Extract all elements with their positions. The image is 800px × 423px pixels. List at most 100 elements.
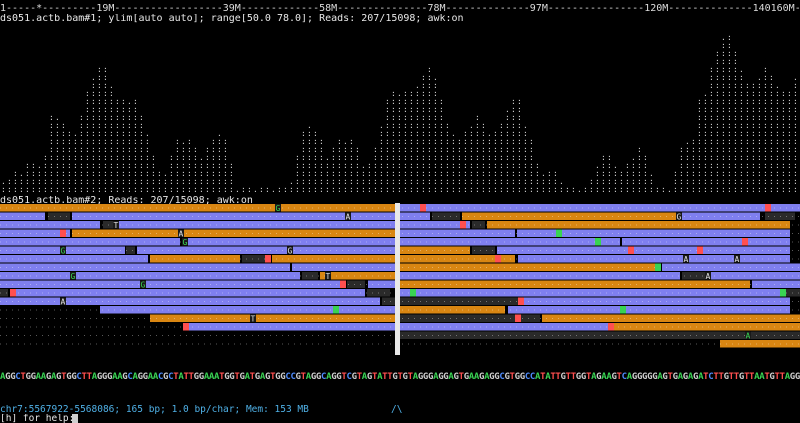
svg-text::: :: [769, 161, 774, 170]
svg-text::: :: [529, 169, 534, 178]
svg-text::: :: [739, 145, 744, 154]
svg-text::: :: [427, 185, 432, 194]
svg-text::: :: [469, 177, 474, 186]
svg-text::: :: [451, 153, 456, 162]
svg-text::: :: [181, 153, 186, 162]
svg-text::: :: [301, 169, 306, 178]
svg-text::: :: [433, 161, 438, 170]
svg-text::: :: [739, 81, 744, 90]
read-segment: [707, 272, 800, 280]
svg-text::: :: [505, 121, 510, 130]
text-cursor[interactable]: [72, 414, 78, 423]
svg-text::: :: [205, 177, 210, 186]
reference-base: A: [35, 372, 42, 382]
svg-text::: :: [445, 145, 450, 154]
svg-text::: :: [457, 169, 462, 178]
read-segment: [472, 221, 485, 229]
svg-text::: :: [469, 137, 474, 146]
read-segment: [150, 255, 240, 263]
svg-text::: :: [301, 161, 306, 170]
reference-base: T: [550, 372, 556, 382]
svg-text:.: .: [127, 97, 132, 106]
svg-text::: :: [133, 113, 138, 122]
svg-text::: :: [715, 73, 720, 82]
svg-text::: :: [103, 153, 108, 162]
svg-text::: :: [775, 97, 780, 106]
mismatch-base: [420, 204, 426, 212]
svg-text:.: .: [541, 169, 546, 178]
svg-text::: :: [751, 81, 756, 90]
svg-text::: :: [439, 105, 444, 114]
svg-text::: :: [757, 169, 762, 178]
svg-text::: :: [595, 177, 600, 186]
svg-text:.: .: [109, 81, 114, 90]
svg-text::: :: [85, 169, 90, 178]
svg-text::: :: [643, 169, 648, 178]
svg-text::: :: [175, 137, 180, 146]
svg-text::: :: [415, 121, 420, 130]
svg-text::: :: [73, 153, 78, 162]
svg-text::: :: [127, 161, 132, 170]
mismatch-base-label: G: [183, 238, 188, 247]
read-segment: [0, 263, 290, 271]
svg-text::: :: [115, 145, 120, 154]
command-prompt[interactable]: [h] for help:: [0, 414, 75, 423]
svg-text::: :: [685, 145, 690, 154]
svg-text::: :: [787, 153, 792, 162]
svg-text::: :: [355, 161, 360, 170]
svg-text::: :: [709, 121, 714, 130]
svg-text::: :: [241, 185, 246, 194]
svg-text::: :: [487, 177, 492, 186]
svg-text::: :: [151, 153, 156, 162]
read-segment: [242, 255, 270, 263]
reference-base: G: [692, 372, 699, 382]
reference-base: T: [86, 372, 93, 382]
reference-base: G: [575, 372, 582, 382]
svg-text::: :: [511, 121, 516, 130]
svg-text::: :: [769, 73, 774, 82]
svg-text::: :: [481, 121, 486, 130]
svg-text::: :: [451, 137, 456, 146]
svg-text::: :: [601, 185, 606, 194]
svg-text::: :: [739, 129, 744, 138]
svg-text::: :: [607, 177, 612, 186]
svg-text::: :: [337, 161, 342, 170]
mismatch-base-label: T: [114, 221, 119, 230]
svg-text::: :: [715, 81, 720, 90]
svg-text::: :: [535, 185, 540, 194]
svg-text::: :: [127, 105, 132, 114]
svg-text::: :: [349, 137, 354, 146]
svg-text:.: .: [253, 185, 258, 194]
svg-text::: :: [349, 177, 354, 186]
svg-text::: :: [421, 153, 426, 162]
svg-text::: :: [433, 105, 438, 114]
svg-text::: :: [109, 153, 114, 162]
svg-text::: :: [475, 121, 480, 130]
svg-text::: :: [103, 161, 108, 170]
svg-text::: :: [553, 177, 558, 186]
svg-text::: :: [553, 169, 558, 178]
read-segment: [522, 297, 790, 305]
svg-text::: :: [733, 185, 738, 194]
svg-text::: :: [505, 113, 510, 122]
svg-text::: :: [283, 185, 288, 194]
svg-text::: :: [679, 177, 684, 186]
read-segment: [72, 212, 395, 220]
svg-text::: :: [109, 121, 114, 130]
svg-text::: :: [733, 65, 738, 74]
reference-base: G: [101, 372, 108, 382]
svg-text::: :: [547, 169, 552, 178]
svg-text::: :: [547, 185, 552, 194]
svg-text::: :: [781, 185, 786, 194]
svg-text::: :: [199, 169, 204, 178]
reference-base: G: [142, 372, 149, 382]
svg-text::: :: [385, 105, 390, 114]
svg-text::: :: [157, 177, 162, 186]
svg-text::: :: [229, 177, 234, 186]
svg-text::: :: [109, 177, 114, 186]
svg-text::: :: [97, 169, 102, 178]
svg-text::: :: [337, 185, 342, 194]
svg-text::: :: [793, 145, 798, 154]
svg-text::: :: [199, 185, 204, 194]
svg-text::: :: [97, 81, 102, 90]
